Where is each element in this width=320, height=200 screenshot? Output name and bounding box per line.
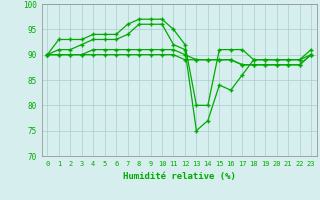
X-axis label: Humidité relative (%): Humidité relative (%) [123, 172, 236, 181]
